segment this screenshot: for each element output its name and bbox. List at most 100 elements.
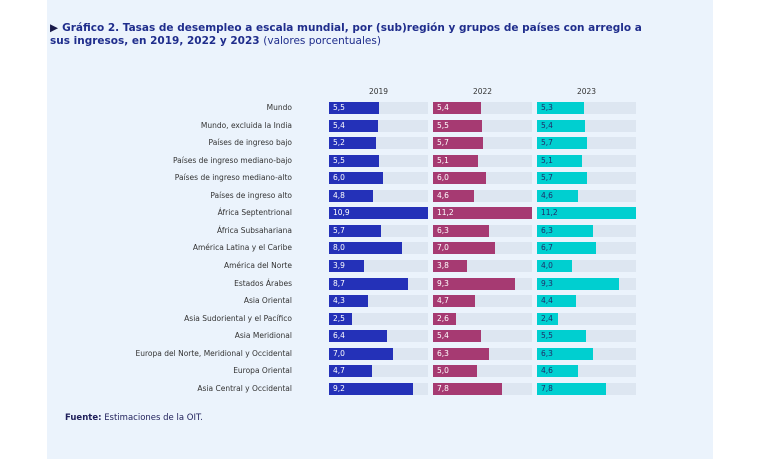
bar-track: 2,4	[537, 312, 636, 325]
category-label: Europa del Norte, Meridional y Occidenta…	[135, 348, 293, 358]
bar-2019	[329, 330, 388, 343]
bar-track: 6,7	[537, 242, 636, 255]
bar-track: 7,8	[537, 382, 636, 395]
bar-2019	[329, 224, 381, 237]
source-label: Fuente:	[65, 413, 102, 423]
bar-2022	[433, 312, 456, 325]
data-label: 5,0	[437, 366, 449, 376]
bar-track: 5,5	[329, 102, 428, 114]
bar-2022	[433, 224, 489, 237]
bar-track: 6,3	[433, 224, 532, 237]
bar-2023	[537, 382, 606, 395]
bar-2022	[433, 365, 478, 378]
bar-2022	[433, 295, 475, 308]
bar-track: 5,4	[537, 119, 636, 132]
data-label: 6,3	[437, 348, 449, 358]
bar-track: 8,7	[329, 277, 428, 290]
bar-track: 4,7	[329, 365, 428, 378]
source-text: Estimaciones de la OIT.	[104, 413, 203, 423]
bar-track: 10,9	[329, 207, 428, 220]
data-label: 5,3	[541, 103, 553, 112]
data-label: 6,0	[437, 173, 449, 183]
bar-2023	[537, 260, 573, 273]
data-label: 4,8	[333, 190, 345, 200]
bar-track: 6,3	[537, 347, 636, 360]
data-label: 5,4	[333, 120, 345, 130]
title-bold: Gráfico 2. Tasas de desempleo a escala m…	[50, 22, 642, 47]
data-label: 5,5	[333, 103, 345, 112]
bar-track: 5,7	[433, 137, 532, 150]
data-label: 2,6	[437, 313, 449, 323]
bar-2019	[329, 295, 369, 308]
bar-2022	[433, 154, 479, 167]
data-label: 5,7	[541, 138, 553, 148]
bar-2019	[329, 137, 377, 150]
category-label: Países de ingreso mediano-bajo	[172, 155, 292, 165]
data-label: 5,1	[437, 155, 449, 165]
bar-track: 5,7	[537, 137, 636, 150]
category-label: Estados Árabes	[234, 278, 292, 288]
bar-2019	[329, 365, 372, 378]
bar-2023	[537, 102, 584, 114]
bar-2019	[329, 207, 428, 220]
bar-track: 5,4	[329, 119, 428, 132]
data-label: 10,9	[333, 208, 350, 218]
bar-2023	[537, 207, 636, 220]
bar-2019	[329, 242, 402, 255]
bar-track: 5,7	[329, 224, 428, 237]
bar-2019	[329, 172, 384, 185]
bar-2023	[537, 295, 576, 308]
bar-2019	[329, 347, 393, 360]
title-subtitle: (valores porcentuales)	[263, 35, 381, 47]
bar-2023	[537, 365, 578, 378]
data-label: 7,8	[541, 383, 553, 393]
bar-track: 5,2	[329, 137, 428, 150]
bar-2022	[433, 330, 481, 343]
bar-2019	[329, 189, 373, 202]
data-label: 6,3	[437, 225, 449, 235]
data-label: 4,7	[437, 296, 449, 306]
data-label: 4,6	[541, 366, 553, 376]
bar-track: 4,4	[537, 295, 636, 308]
bar-2022	[433, 382, 502, 395]
bar-track: 5,5	[329, 154, 428, 167]
data-label: 9,2	[333, 383, 345, 393]
bar-track: 5,1	[537, 154, 636, 167]
bar-track: 2,5	[329, 312, 428, 325]
bar-track: 6,3	[537, 224, 636, 237]
data-label: 5,1	[541, 155, 553, 165]
bar-2022	[433, 242, 495, 255]
bar-track: 4,6	[537, 365, 636, 378]
bar-track: 11,2	[537, 207, 636, 220]
bar-track: 3,9	[329, 260, 428, 273]
bar-2023	[537, 277, 620, 290]
column-header-2023: 2023	[576, 87, 597, 96]
bar-track: 6,0	[433, 172, 532, 185]
bar-2019	[329, 119, 379, 132]
data-label: 6,7	[541, 243, 553, 253]
bar-2022	[433, 277, 516, 290]
category-label: África Septentrional	[217, 208, 292, 218]
category-label: Mundo	[266, 103, 292, 112]
data-label: 5,4	[541, 120, 553, 130]
bar-track: 5,5	[433, 119, 532, 132]
category-label: Asia Oriental	[243, 296, 292, 306]
bar-track: 11,2	[433, 207, 532, 220]
bar-track: 8,0	[329, 242, 428, 255]
data-label: 11,2	[437, 208, 454, 218]
data-label: 5,4	[437, 331, 449, 341]
data-label: 5,7	[333, 225, 345, 235]
bar-2023	[537, 242, 597, 255]
bar-2023	[537, 189, 578, 202]
bar-track: 5,3	[537, 102, 636, 114]
bar-2022	[433, 207, 532, 220]
bar-2022	[433, 260, 467, 273]
bar-2022	[433, 172, 487, 185]
bar-2019	[329, 260, 365, 273]
bar-2022	[433, 102, 481, 114]
bar-2022	[433, 189, 474, 202]
bar-2023	[537, 137, 588, 150]
bar-track: 5,4	[433, 102, 532, 114]
bar-track: 5,5	[537, 330, 636, 343]
bar-2019	[329, 312, 352, 325]
